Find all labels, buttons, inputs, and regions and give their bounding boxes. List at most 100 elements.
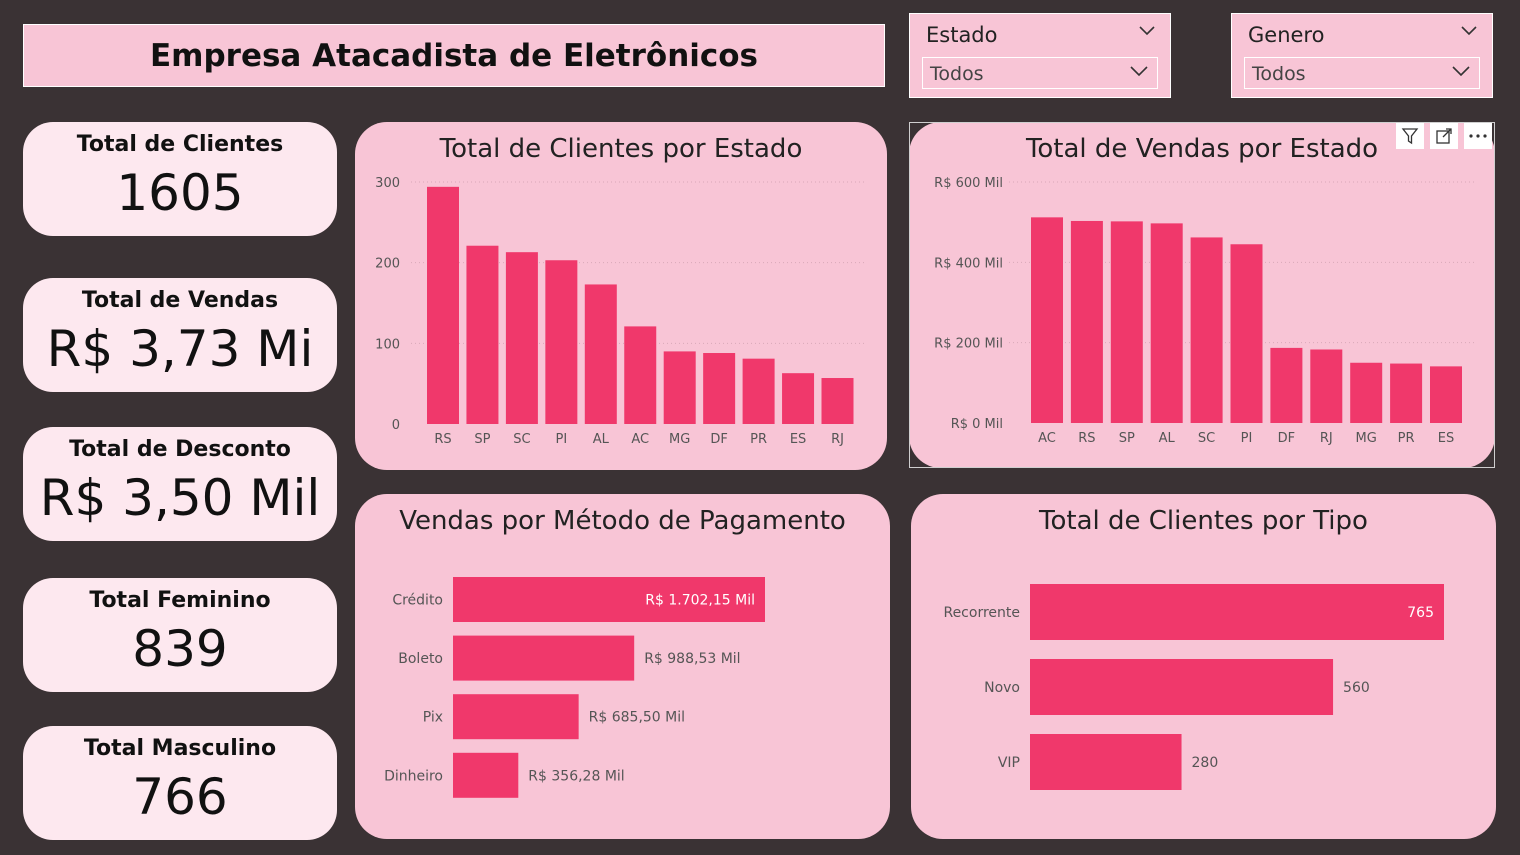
slicer-genero-value: Todos bbox=[1252, 63, 1306, 85]
chart-clientes-por-tipo[interactable]: Recorrente 765 Novo 560 VIP 280 bbox=[911, 494, 1496, 839]
chart-vendas-por-estado[interactable]: R$ 0 Mil R$ 200 Mil R$ 400 Mil R$ 600 Mil AC… bbox=[909, 122, 1495, 468]
y-tick-label: R$ 400 Mil bbox=[934, 256, 1003, 271]
bar bbox=[584, 284, 617, 424]
slicer-estado[interactable]: Estado Todos bbox=[909, 13, 1171, 98]
kpi-card-total-desconto: Total de Desconto R$ 3,50 Mil bbox=[23, 427, 337, 541]
bar bbox=[821, 378, 854, 424]
x-tick-label: ES bbox=[1438, 431, 1454, 446]
kpi-card-total-vendas: Total de Vendas R$ 3,73 Mi bbox=[23, 278, 337, 392]
x-tick-label: PR bbox=[750, 432, 767, 447]
chevron-down-icon[interactable] bbox=[1138, 24, 1156, 36]
y-tick-label: R$ 200 Mil bbox=[934, 337, 1003, 352]
x-tick-label: SC bbox=[513, 432, 530, 447]
bar bbox=[545, 260, 578, 424]
data-label: R$ 988,53 Mil bbox=[644, 651, 740, 667]
x-tick-label: AC bbox=[1038, 431, 1056, 446]
bar bbox=[1030, 659, 1334, 715]
x-tick-label: AL bbox=[1159, 431, 1176, 446]
y-tick-label: 100 bbox=[375, 337, 400, 352]
bar bbox=[1430, 366, 1462, 423]
x-tick-label: DF bbox=[1278, 431, 1296, 446]
chart-title: Vendas por Método de Pagamento bbox=[399, 506, 846, 536]
x-tick-label: RS bbox=[1078, 431, 1095, 446]
category-label: Recorrente bbox=[943, 605, 1020, 621]
category-label: Pix bbox=[423, 710, 443, 726]
chevron-down-icon[interactable] bbox=[1129, 64, 1149, 78]
chart-card-vendas-estado[interactable]: Total de Vendas por Estado R$ 0 Mil R$ 20… bbox=[909, 122, 1495, 468]
bar bbox=[1390, 363, 1423, 423]
more-options-icon[interactable] bbox=[1464, 123, 1492, 149]
kpi-label: Total de Desconto bbox=[69, 437, 291, 462]
data-label: 560 bbox=[1343, 680, 1370, 696]
kpi-value: 766 bbox=[132, 768, 228, 826]
x-tick-label: ES bbox=[790, 432, 806, 447]
bar bbox=[1030, 584, 1444, 640]
chevron-down-icon[interactable] bbox=[1451, 64, 1471, 78]
category-label: Crédito bbox=[392, 593, 443, 609]
bar bbox=[742, 358, 775, 424]
y-tick-label: 200 bbox=[375, 257, 400, 272]
bar bbox=[663, 351, 696, 424]
bar bbox=[1270, 347, 1303, 423]
kpi-value: R$ 3,50 Mil bbox=[39, 469, 321, 527]
slicer-genero-dropdown[interactable]: Todos bbox=[1244, 57, 1480, 89]
y-tick-label: R$ 600 Mil bbox=[934, 176, 1003, 191]
bar bbox=[1070, 220, 1103, 423]
chart-card-metodo-pagamento[interactable]: Vendas por Método de Pagamento Crédito R$… bbox=[355, 494, 890, 839]
bar bbox=[453, 577, 765, 622]
bar bbox=[1190, 237, 1223, 423]
x-tick-label: PI bbox=[556, 432, 568, 447]
data-label: R$ 1.702,15 Mil bbox=[645, 593, 755, 609]
chart-card-clientes-estado[interactable]: Total de Clientes por Estado 0 100 200 300 R… bbox=[355, 122, 887, 470]
x-tick-label: AC bbox=[631, 432, 649, 447]
category-label: Novo bbox=[984, 680, 1020, 696]
category-label: Boleto bbox=[398, 651, 443, 667]
data-label: 280 bbox=[1192, 755, 1219, 771]
chevron-down-icon[interactable] bbox=[1460, 24, 1478, 36]
category-label: Dinheiro bbox=[384, 768, 443, 784]
x-tick-label: PI bbox=[1241, 431, 1253, 446]
bar bbox=[1350, 362, 1383, 423]
chart-title: Total de Vendas por Estado bbox=[1025, 134, 1379, 164]
filter-icon[interactable] bbox=[1396, 123, 1424, 149]
slicer-estado-value: Todos bbox=[930, 63, 984, 85]
x-tick-label: MG bbox=[669, 432, 690, 447]
bar bbox=[1031, 217, 1063, 423]
chart-clientes-por-estado[interactable]: 0 100 200 300 RS SP SC PI AL AC MG DF PR ES RJ bbox=[355, 122, 887, 470]
bar bbox=[624, 326, 657, 424]
kpi-label: Total Masculino bbox=[83, 736, 277, 761]
y-tick-label: 300 bbox=[375, 176, 400, 191]
bar bbox=[1230, 244, 1263, 423]
x-tick-label: MG bbox=[1356, 431, 1377, 446]
data-label: R$ 685,50 Mil bbox=[589, 710, 685, 726]
kpi-label: Total de Clientes bbox=[76, 132, 284, 157]
data-label: 765 bbox=[1407, 605, 1434, 621]
kpi-value: 1605 bbox=[116, 164, 244, 222]
chart-vendas-por-metodo-pagamento[interactable]: Crédito R$ 1.702,15 Mil Boleto R$ 988,53 Mi… bbox=[355, 494, 890, 839]
bar bbox=[782, 373, 815, 424]
bar bbox=[1310, 349, 1343, 423]
kpi-label: Total de Vendas bbox=[81, 288, 279, 313]
visual-toolbar bbox=[1396, 123, 1492, 149]
x-tick-label: SP bbox=[1119, 431, 1135, 446]
kpi-card-total-feminino: Total Feminino 839 bbox=[23, 578, 337, 692]
kpi-value: R$ 3,73 Mi bbox=[46, 320, 314, 378]
bar bbox=[1110, 221, 1143, 423]
x-tick-label: PR bbox=[1398, 431, 1415, 446]
focus-mode-icon[interactable] bbox=[1430, 123, 1458, 149]
bar bbox=[427, 186, 459, 424]
slicer-genero[interactable]: Genero Todos bbox=[1231, 13, 1493, 98]
chart-card-clientes-tipo[interactable]: Total de Clientes por Tipo Recorrente 765… bbox=[911, 494, 1496, 839]
data-label: R$ 356,28 Mil bbox=[528, 768, 624, 784]
category-label: VIP bbox=[998, 755, 1020, 771]
y-tick-label: R$ 0 Mil bbox=[951, 417, 1003, 432]
kpi-card-total-clientes: Total de Clientes 1605 bbox=[23, 122, 337, 236]
bar bbox=[703, 353, 736, 424]
bar bbox=[453, 752, 519, 798]
y-tick-label: 0 bbox=[392, 418, 400, 433]
slicer-genero-label: Genero bbox=[1248, 23, 1325, 47]
kpi-value: 839 bbox=[132, 620, 228, 678]
slicer-estado-dropdown[interactable]: Todos bbox=[922, 57, 1158, 89]
x-tick-label: SC bbox=[1198, 431, 1215, 446]
x-tick-label: AL bbox=[593, 432, 610, 447]
